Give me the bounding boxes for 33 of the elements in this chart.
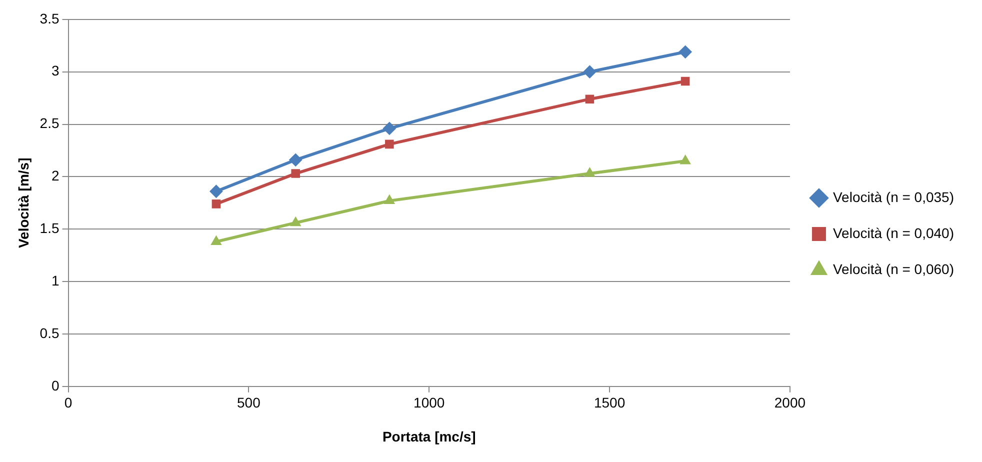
- point: [584, 168, 595, 177]
- point: [382, 122, 396, 135]
- y-tick-label: 2.5: [40, 115, 60, 132]
- legend-label: Velocità (n = 0,060): [832, 260, 954, 277]
- point: [680, 154, 691, 164]
- point: [210, 184, 223, 198]
- x-axis-title: Portata [mc/s]: [382, 428, 476, 444]
- point: [583, 65, 596, 78]
- point: [212, 200, 221, 208]
- y-axis-title: Velocità [m/s]: [15, 158, 32, 248]
- legend-label: Velocità (n = 0,040): [832, 224, 954, 241]
- point: [289, 153, 302, 166]
- point: [385, 140, 394, 149]
- x-tick-label: 1500: [594, 394, 626, 411]
- y-tick-label: 3.5: [40, 10, 60, 26]
- point: [585, 94, 594, 104]
- point: [678, 45, 692, 58]
- legend-label: Velocità (n = 0,035): [832, 188, 954, 205]
- y-tick-label: 1: [51, 272, 60, 288]
- y-tick-label: 2: [51, 168, 60, 184]
- x-tick-label: 2000: [774, 394, 806, 411]
- x-tick-label: 500: [237, 394, 261, 411]
- y-tick-label: 1.5: [40, 220, 60, 236]
- y-tick-label: 0: [51, 377, 60, 394]
- point: [384, 194, 395, 204]
- point: [291, 169, 300, 178]
- x-tick-label: 0: [64, 394, 72, 411]
- y-tick-label: 3: [51, 62, 60, 79]
- point: [680, 76, 690, 86]
- y-tick-label: 0.5: [40, 324, 60, 341]
- x-tick-label: 1000: [414, 394, 445, 411]
- point: [210, 236, 222, 245]
- point: [290, 216, 301, 226]
